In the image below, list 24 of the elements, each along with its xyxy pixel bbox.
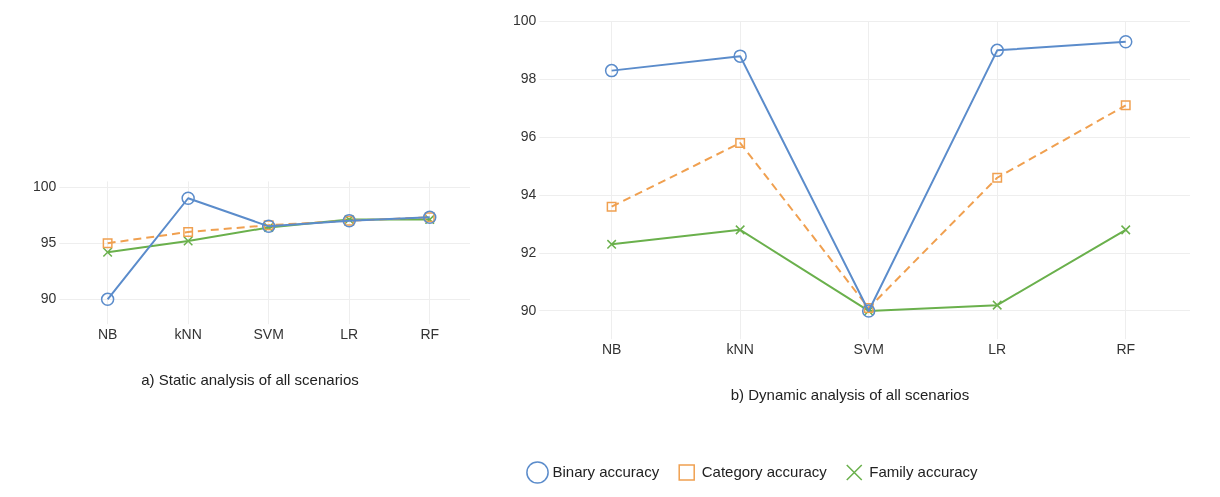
x-tick-label: kNN bbox=[726, 341, 754, 358]
x-tick-label: kNN bbox=[174, 326, 202, 343]
y-tick-label: 90 bbox=[40, 290, 57, 307]
legend-label: Category accuracy bbox=[701, 462, 828, 480]
legend-label: Family accuracy bbox=[869, 462, 979, 480]
text: b) Dynamic analysis of all scenarios bbox=[730, 386, 970, 404]
y-tick-label: 100 bbox=[513, 12, 537, 29]
x-tick-label: NB bbox=[97, 326, 118, 343]
legend-label: Binary accuracy bbox=[552, 462, 660, 480]
x-tick-label: SVM bbox=[853, 341, 884, 358]
x-tick-label: RF bbox=[420, 326, 440, 343]
y-tick-label: 96 bbox=[520, 128, 537, 145]
y-tick-label: 95 bbox=[40, 234, 57, 251]
x-tick-label: LR bbox=[340, 326, 359, 343]
x-tick-label: NB bbox=[601, 341, 622, 358]
text: a) Static analysis of all scenarios bbox=[141, 371, 359, 389]
y-tick-label: 100 bbox=[33, 177, 57, 194]
x-tick-label: LR bbox=[988, 341, 1007, 358]
x-tick-label: SVM bbox=[253, 326, 284, 343]
y-tick-label: 92 bbox=[520, 243, 537, 260]
x-tick-label: RF bbox=[1116, 341, 1136, 358]
y-tick-label: 94 bbox=[520, 185, 537, 202]
y-tick-label: 98 bbox=[520, 70, 537, 87]
y-tick-label: 90 bbox=[520, 301, 537, 318]
